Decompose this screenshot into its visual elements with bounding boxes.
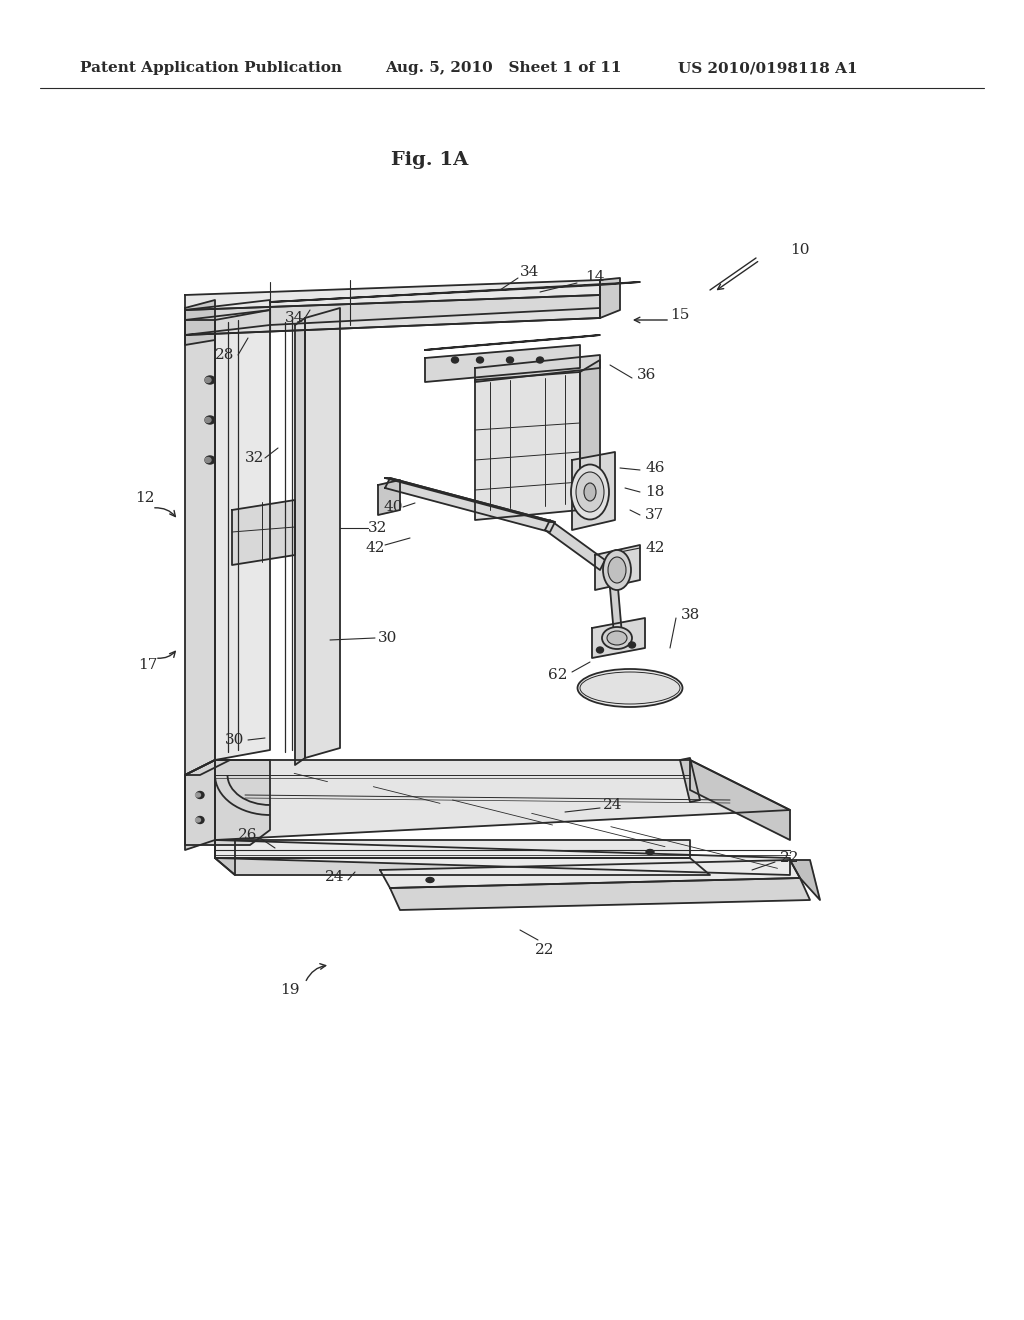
Ellipse shape: [584, 483, 596, 502]
Text: 15: 15: [671, 308, 690, 322]
Polygon shape: [185, 760, 270, 845]
Text: 28: 28: [215, 348, 234, 362]
Polygon shape: [215, 840, 790, 875]
Text: 62: 62: [548, 668, 567, 682]
Polygon shape: [185, 300, 215, 345]
Text: 42: 42: [645, 541, 665, 554]
Text: 12: 12: [135, 491, 155, 506]
Text: 34: 34: [286, 312, 305, 325]
Polygon shape: [185, 294, 600, 335]
Polygon shape: [270, 282, 640, 302]
Ellipse shape: [602, 627, 632, 649]
Ellipse shape: [580, 672, 680, 704]
Ellipse shape: [607, 631, 627, 645]
Polygon shape: [475, 372, 580, 520]
Text: 24: 24: [603, 799, 623, 812]
Ellipse shape: [597, 647, 603, 653]
Ellipse shape: [196, 818, 201, 822]
Ellipse shape: [196, 792, 204, 799]
Text: 42: 42: [366, 541, 385, 554]
Polygon shape: [378, 480, 400, 515]
Polygon shape: [215, 840, 690, 858]
Text: Patent Application Publication: Patent Application Publication: [80, 61, 342, 75]
Polygon shape: [185, 319, 215, 775]
Polygon shape: [305, 308, 340, 758]
Polygon shape: [185, 760, 230, 775]
Polygon shape: [215, 858, 710, 875]
Text: 17: 17: [138, 657, 158, 672]
Polygon shape: [572, 451, 615, 531]
Text: 38: 38: [680, 609, 699, 622]
Polygon shape: [595, 545, 640, 590]
Ellipse shape: [205, 417, 211, 422]
Polygon shape: [425, 345, 580, 381]
Ellipse shape: [205, 376, 215, 384]
Polygon shape: [425, 335, 600, 350]
Ellipse shape: [603, 550, 631, 590]
Ellipse shape: [196, 817, 204, 824]
Polygon shape: [680, 758, 700, 803]
Text: 22: 22: [780, 851, 800, 865]
Polygon shape: [215, 310, 270, 760]
Text: 30: 30: [225, 733, 245, 747]
Polygon shape: [690, 760, 790, 840]
Polygon shape: [185, 308, 600, 335]
Text: 46: 46: [645, 461, 665, 475]
Ellipse shape: [426, 878, 434, 883]
Ellipse shape: [476, 356, 483, 363]
Text: 10: 10: [791, 243, 810, 257]
Text: 36: 36: [637, 368, 656, 381]
Polygon shape: [185, 760, 215, 850]
Text: US 2010/0198118 A1: US 2010/0198118 A1: [678, 61, 858, 75]
Text: 40: 40: [383, 500, 402, 513]
Ellipse shape: [205, 455, 215, 465]
Text: 34: 34: [520, 265, 540, 279]
Text: 37: 37: [645, 508, 665, 521]
Text: 14: 14: [586, 271, 605, 284]
Text: 32: 32: [369, 521, 388, 535]
Polygon shape: [215, 840, 234, 875]
Ellipse shape: [537, 356, 544, 363]
Polygon shape: [390, 878, 810, 909]
Text: 18: 18: [645, 484, 665, 499]
Text: 32: 32: [246, 451, 264, 465]
Ellipse shape: [608, 557, 626, 583]
Polygon shape: [215, 760, 790, 840]
Polygon shape: [600, 279, 620, 318]
Text: Aug. 5, 2010   Sheet 1 of 11: Aug. 5, 2010 Sheet 1 of 11: [385, 61, 622, 75]
Ellipse shape: [196, 793, 201, 797]
Polygon shape: [385, 478, 555, 532]
Polygon shape: [545, 520, 605, 570]
Polygon shape: [580, 360, 600, 510]
Ellipse shape: [629, 642, 636, 648]
Text: Fig. 1A: Fig. 1A: [391, 150, 469, 169]
Polygon shape: [385, 478, 555, 521]
Polygon shape: [295, 318, 305, 766]
Ellipse shape: [571, 465, 609, 520]
Ellipse shape: [205, 416, 215, 424]
Polygon shape: [475, 355, 600, 381]
Ellipse shape: [205, 378, 211, 383]
Polygon shape: [185, 280, 600, 310]
Ellipse shape: [575, 473, 604, 512]
Polygon shape: [610, 587, 622, 635]
Text: 19: 19: [281, 983, 300, 997]
Text: 26: 26: [239, 828, 258, 842]
Polygon shape: [592, 618, 645, 657]
Ellipse shape: [507, 356, 513, 363]
Text: 22: 22: [536, 942, 555, 957]
Text: 30: 30: [378, 631, 397, 645]
Polygon shape: [185, 300, 270, 319]
Polygon shape: [790, 861, 820, 900]
Polygon shape: [380, 861, 800, 888]
Ellipse shape: [205, 458, 211, 462]
Text: 24: 24: [326, 870, 345, 884]
Polygon shape: [232, 500, 295, 565]
Ellipse shape: [646, 850, 654, 854]
Ellipse shape: [452, 356, 459, 363]
Ellipse shape: [578, 669, 683, 708]
